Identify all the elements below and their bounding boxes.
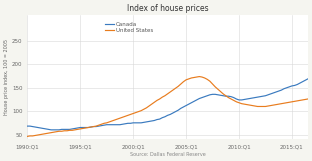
- Canada: [49, 129, 53, 131]
- United States: [110, 120, 114, 122]
- Legend: Canada, United States: Canada, United States: [103, 19, 155, 35]
- United States: [245, 104, 249, 106]
- Line: Canada: Canada: [27, 20, 312, 130]
- United States: [277, 103, 280, 105]
- United States: [203, 77, 207, 79]
- Title: Index of house prices: Index of house prices: [127, 4, 208, 13]
- Canada: [245, 98, 249, 100]
- Canada: [203, 96, 207, 98]
- Canada: [26, 125, 29, 127]
- United States: [26, 135, 29, 137]
- Canada: [94, 126, 98, 128]
- Y-axis label: House price index, 100 = 2005: House price index, 100 = 2005: [4, 39, 9, 115]
- United States: [197, 76, 201, 78]
- Canada: [113, 124, 116, 126]
- Line: United States: United States: [27, 77, 312, 136]
- X-axis label: Source: Dallas Federal Reserve: Source: Dallas Federal Reserve: [130, 152, 205, 157]
- United States: [92, 126, 95, 128]
- Canada: [277, 90, 280, 92]
